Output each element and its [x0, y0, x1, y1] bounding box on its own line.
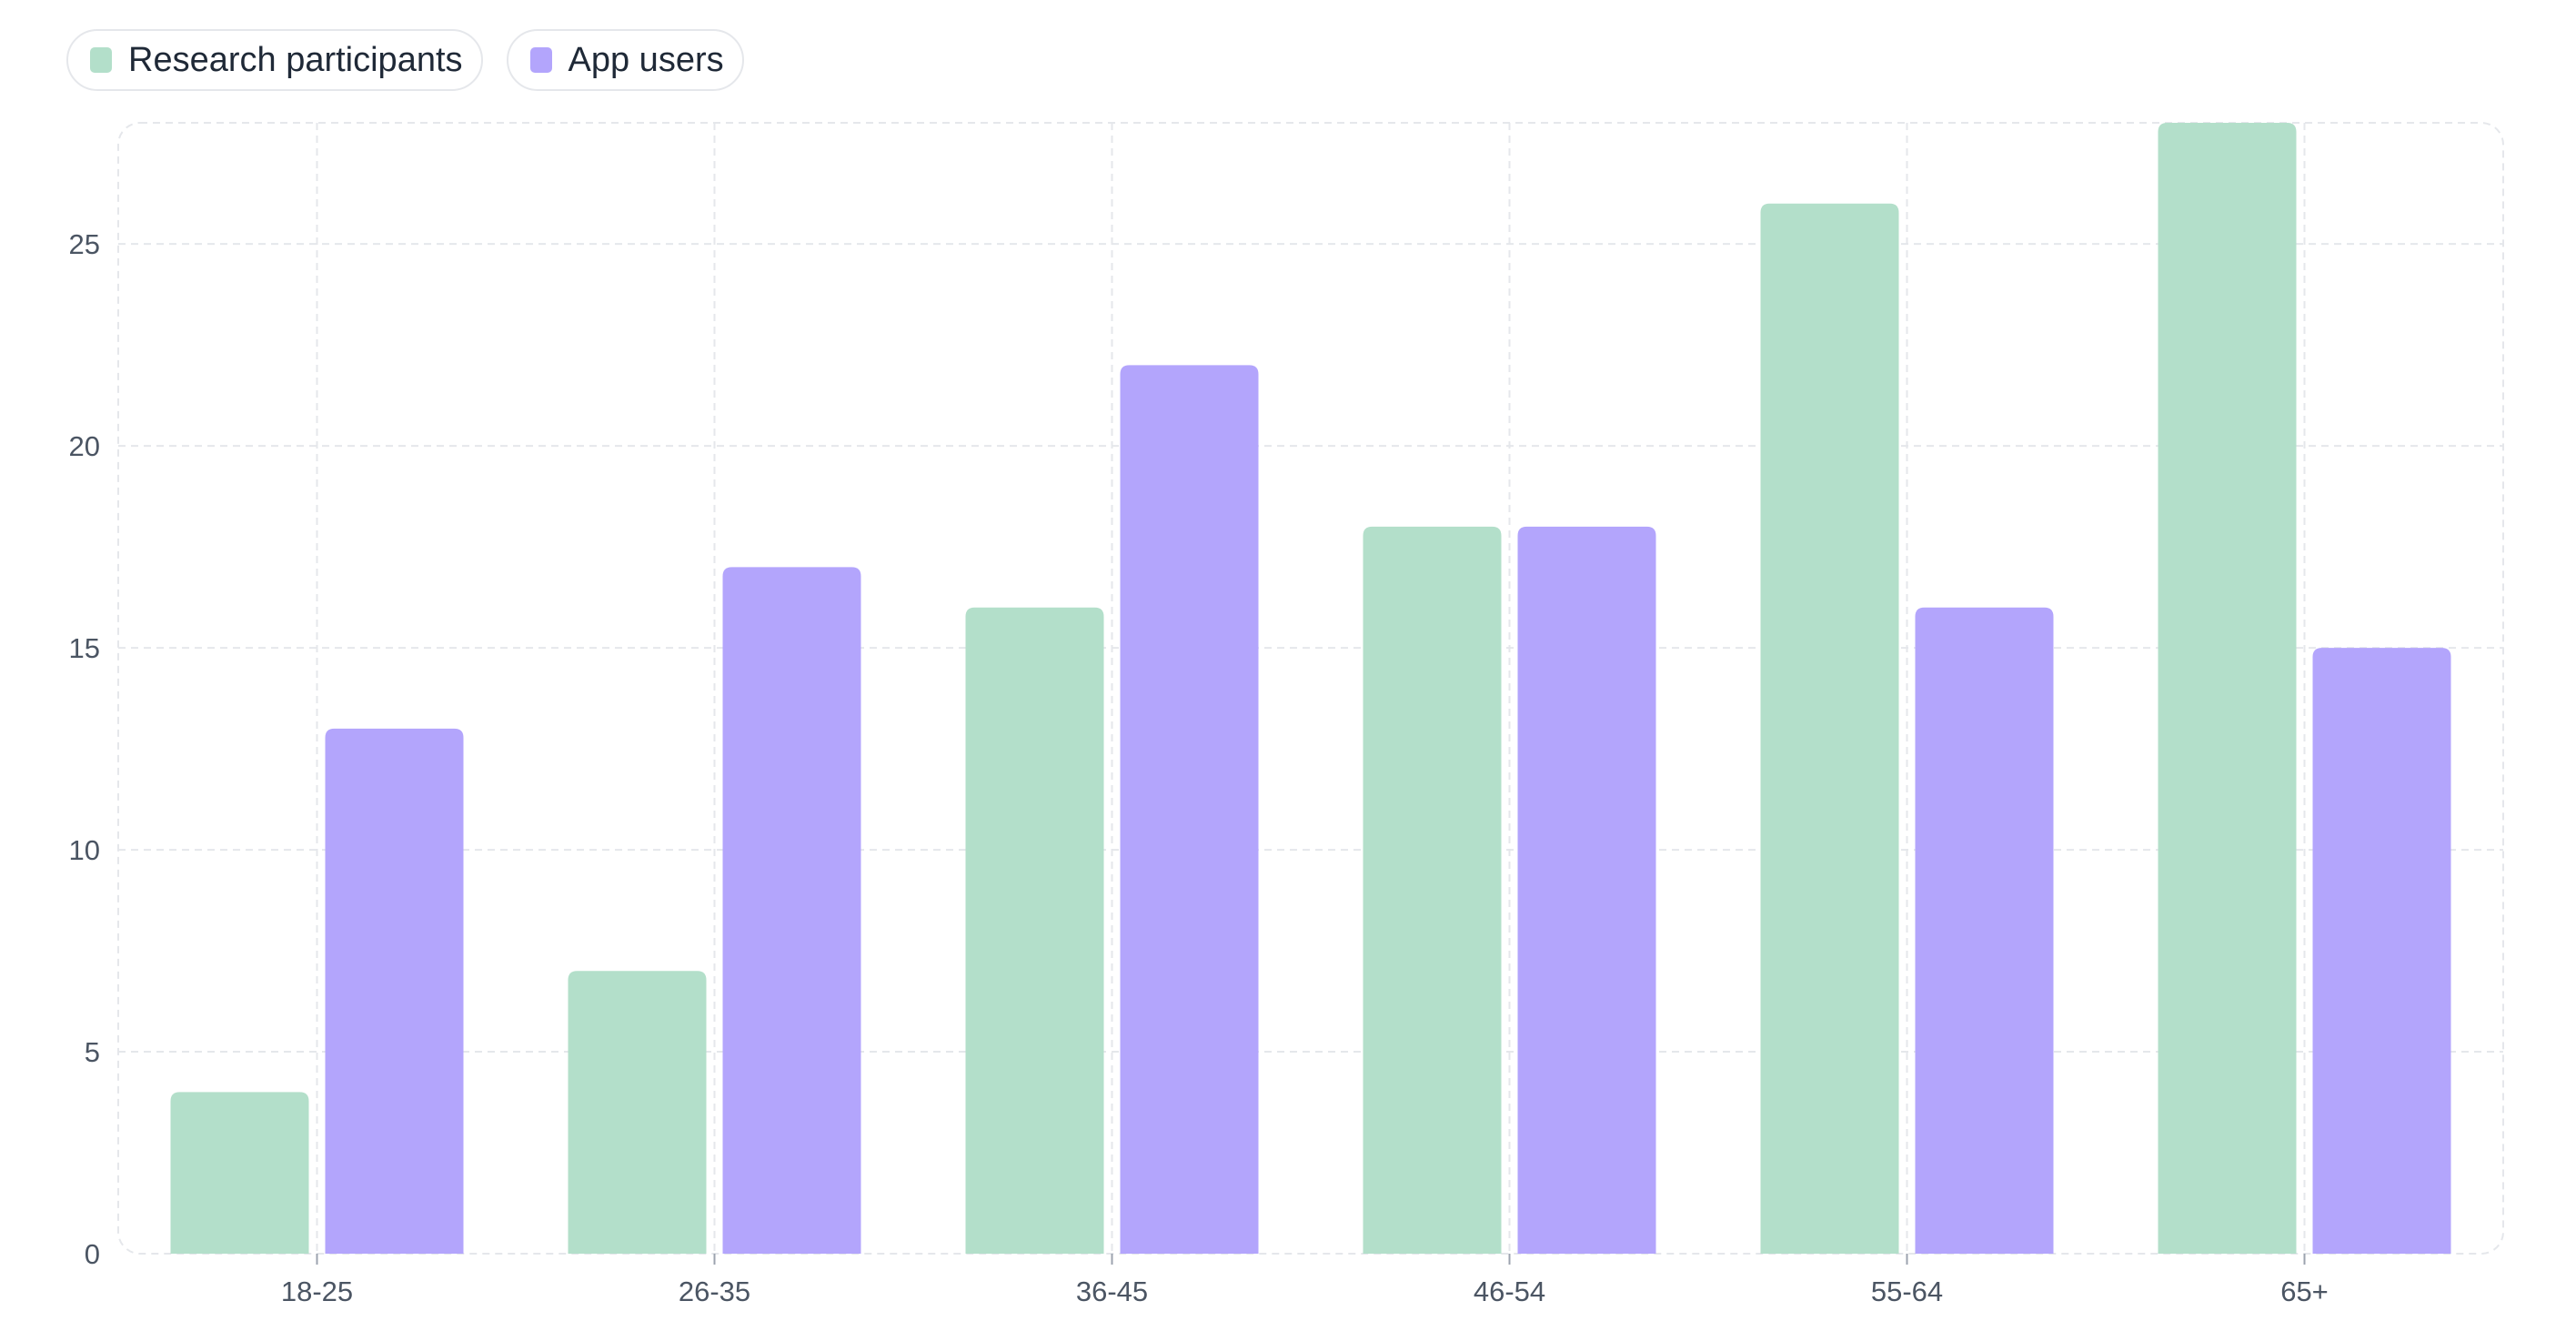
bar-research-participants-5[interactable]: [2158, 123, 2297, 1254]
y-tick-label-5: 5: [85, 1036, 100, 1068]
bar-app-users-1[interactable]: [722, 567, 861, 1254]
legend-item-app-users[interactable]: App users: [506, 29, 744, 91]
bar-research-participants-1[interactable]: [568, 971, 707, 1254]
grid-layer: [117, 122, 2504, 1255]
app-users-swatch: [529, 47, 552, 73]
bar-research-participants-4[interactable]: [1760, 203, 1899, 1254]
legend-label-app-users: App users: [568, 40, 724, 79]
bar-research-participants-0[interactable]: [170, 1092, 309, 1254]
bar-app-users-3[interactable]: [1517, 526, 1656, 1254]
legend-label-research-participants: Research participants: [128, 40, 463, 79]
plot-frame: [117, 122, 2504, 1255]
bar-app-users-5[interactable]: [2312, 648, 2451, 1254]
legend-item-research-participants[interactable]: Research participants: [66, 29, 483, 91]
y-tick-label-10: 10: [69, 834, 100, 866]
research-participants-swatch: [90, 47, 112, 73]
y-tick-label-0: 0: [85, 1238, 100, 1270]
x-tick-label-2: 36-45: [1076, 1276, 1148, 1307]
x-tick-label-0: 18-25: [281, 1276, 353, 1307]
y-tick-label-20: 20: [69, 430, 100, 462]
x-tick-label-5: 65+: [2280, 1276, 2329, 1307]
bar-app-users-4[interactable]: [1915, 607, 2054, 1254]
bar-app-users-2[interactable]: [1120, 365, 1259, 1254]
bar-app-users-0[interactable]: [325, 728, 464, 1254]
bar-research-participants-3[interactable]: [1363, 526, 1502, 1254]
chart-legend: Research participants App users: [66, 29, 744, 91]
bars-layer: [170, 123, 2451, 1254]
x-tick-label-1: 26-35: [679, 1276, 750, 1307]
bar-research-participants-2[interactable]: [965, 607, 1104, 1254]
y-tick-label-25: 25: [69, 228, 100, 260]
labels-layer: 0 5 10 15 20 25 18-25 26-35 36-45 46-54 55-64 65+: [69, 228, 2329, 1307]
x-tick-label-4: 55-64: [1871, 1276, 1943, 1307]
x-tick-label-3: 46-54: [1474, 1276, 1545, 1307]
y-tick-label-15: 15: [69, 632, 100, 664]
